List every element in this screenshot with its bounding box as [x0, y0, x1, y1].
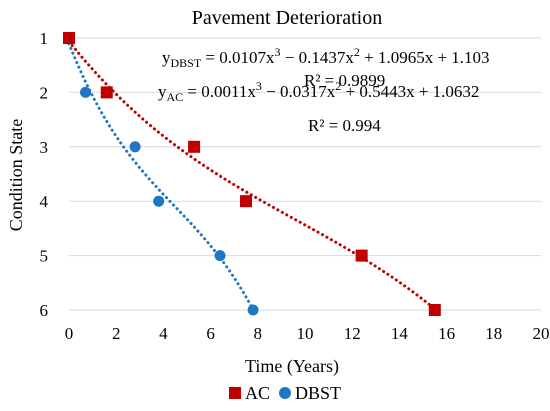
- x-tick-label: 12: [344, 324, 361, 343]
- equation-part: 3: [256, 79, 262, 93]
- point-ac: [355, 249, 368, 262]
- y-axis-title: Condition State: [6, 119, 26, 232]
- r-squared-ac: R² = 0.994: [308, 116, 381, 135]
- equation-part: − 0.1437x: [281, 48, 355, 67]
- equation-part: AC: [167, 90, 184, 104]
- trendline-ac: [67, 39, 437, 311]
- y-tick-label: 6: [40, 301, 49, 320]
- equation-part: = 0.0011x: [183, 82, 256, 101]
- x-tick-label: 6: [206, 324, 215, 343]
- point-dbst: [247, 304, 259, 316]
- legend-marker-dbst: [279, 387, 291, 399]
- point-ac: [240, 195, 252, 208]
- point-dbst: [153, 195, 165, 207]
- equation-part: 3: [275, 45, 281, 59]
- equation-part: y: [162, 48, 171, 67]
- equation-part: + 0.5443x + 1.0632: [341, 82, 479, 101]
- x-tick-label: 2: [112, 324, 121, 343]
- trendline-equation-dbst: yDBST = 0.0107x3 − 0.1437x2 + 1.0965x + …: [162, 45, 490, 70]
- legend-marker-ac: [229, 387, 241, 399]
- equation-part: + 1.0965x + 1.103: [360, 48, 490, 67]
- point-dbst: [214, 250, 226, 262]
- trendline-equation-ac: yAC = 0.0011x3 − 0.0317x2 + 0.5443x + 1.…: [158, 79, 479, 104]
- point-ac: [63, 32, 75, 44]
- trendline-dbst: [67, 42, 255, 311]
- x-tick-label: 20: [533, 324, 550, 343]
- point-dbst: [129, 141, 141, 153]
- legend-label-ac: AC: [245, 383, 270, 403]
- equation-part: 2: [335, 79, 341, 93]
- equation-part: − 0.0317x: [262, 82, 336, 101]
- x-axis-title: Time (Years): [245, 356, 339, 377]
- data-points: [63, 32, 441, 316]
- equation-part: y: [158, 82, 167, 101]
- x-tick-label: 14: [391, 324, 409, 343]
- y-tick-label: 2: [40, 83, 49, 102]
- y-tick-label: 3: [40, 138, 49, 157]
- x-tick-label: 16: [438, 324, 455, 343]
- legend: AC DBST: [229, 383, 341, 403]
- equation-part: = 0.0107x: [201, 48, 275, 67]
- y-tick-label: 4: [40, 192, 49, 211]
- y-tick-labels: 1 2 3 4 5 6: [40, 29, 49, 320]
- x-tick-label: 18: [485, 324, 502, 343]
- x-tick-label: 4: [159, 324, 168, 343]
- y-tick-label: 5: [40, 247, 49, 266]
- trendlines: [67, 39, 437, 311]
- y-tick-label: 1: [40, 29, 49, 48]
- x-tick-label: 8: [254, 324, 263, 343]
- point-dbst: [80, 86, 92, 98]
- point-ac: [428, 304, 441, 316]
- point-ac: [100, 86, 113, 99]
- x-tick-label: 10: [297, 324, 314, 343]
- chart-title: Pavement Deterioration: [192, 7, 383, 29]
- equation-part: DBST: [171, 56, 202, 70]
- x-tick-label: 0: [65, 324, 74, 343]
- gridlines: [69, 37, 541, 311]
- legend-label-dbst: DBST: [295, 383, 341, 403]
- r-squared-dbst: R² = 0.9899: [304, 71, 385, 90]
- trendline-equations: yAC = 0.0011x3 − 0.0317x2 + 0.5443x + 1.…: [158, 45, 490, 135]
- x-tick-labels: 0 2 4 6 8 10 12 14 16 18 20: [65, 324, 550, 343]
- equation-part: 2: [354, 45, 360, 59]
- point-ac: [188, 140, 201, 153]
